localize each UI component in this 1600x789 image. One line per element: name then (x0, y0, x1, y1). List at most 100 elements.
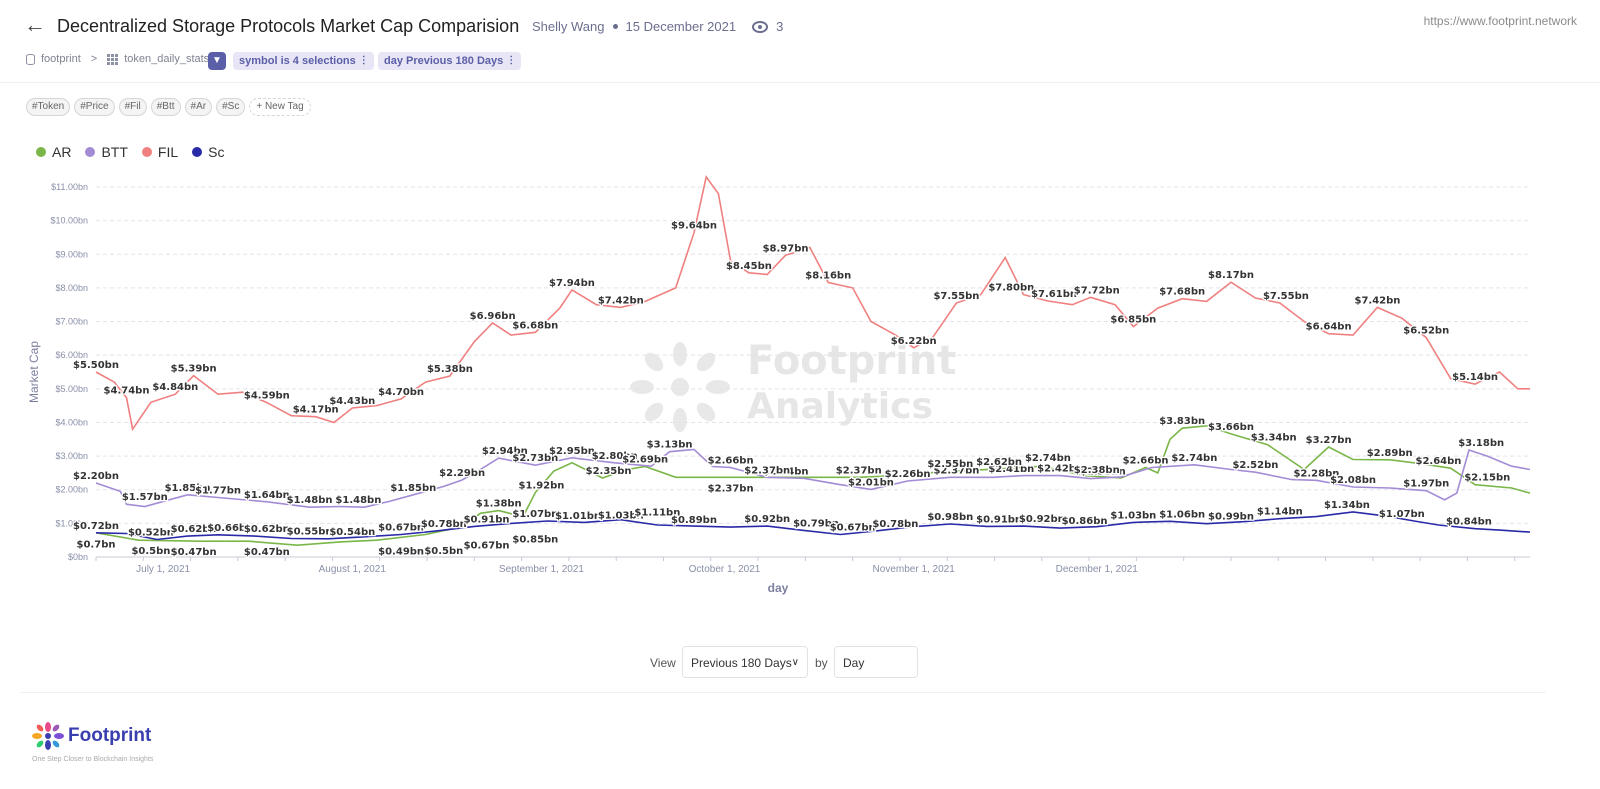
y-tick-label: $3.00bn (55, 451, 88, 461)
data-label-fil: $8.16bn (805, 271, 851, 282)
data-label-ar: $3.34bn (1251, 433, 1297, 444)
data-label-sc: $0.67bn (830, 522, 876, 533)
separator-dot-icon (612, 24, 618, 29)
data-label-fil: $7.94bn (549, 278, 595, 289)
data-label-ar: $2.55bn (927, 459, 973, 470)
data-label-sc: $0.72bn (73, 521, 119, 532)
series-line-ar[interactable] (95, 424, 1531, 547)
data-label-btt: $1.64bn (244, 490, 290, 501)
data-label-btt: $2.80bn (592, 451, 638, 462)
tag-list: #Token #Price #Fil #Btt #Ar #Sc + New Ta… (26, 98, 311, 116)
data-label-fil: $6.22bn (891, 336, 937, 347)
tag-sc[interactable]: #Sc (216, 98, 246, 116)
publish-date: 15 December 2021 (625, 19, 737, 34)
series-line-btt[interactable] (95, 448, 1531, 509)
breadcrumb-source[interactable]: footprint (41, 53, 81, 65)
legend-item-btt[interactable]: BTT (85, 144, 128, 160)
data-label-sc: $1.03bn (1110, 510, 1156, 521)
data-label-ar: $1.92bn (518, 480, 564, 491)
data-label-fil: $5.38bn (427, 364, 473, 375)
by-label: by (815, 656, 828, 670)
view-period-value: Previous 180 Days (691, 656, 792, 670)
table-grid-icon (107, 53, 119, 65)
legend-item-ar[interactable]: AR (36, 144, 71, 160)
new-tag-button[interactable]: + New Tag (249, 98, 311, 116)
x-tick-label: November 1, 2021 (873, 564, 956, 575)
data-label-sc: $1.07bn (1379, 509, 1425, 520)
data-label-btt: $2.66bn (708, 456, 754, 467)
data-label-fil: $4.70bn (378, 387, 424, 398)
x-tick-label: August 1, 2021 (319, 564, 387, 575)
breadcrumb-separator: > (90, 53, 98, 65)
data-label-sc: $0.5bn (424, 546, 463, 557)
view-period-select[interactable]: Previous 180 Days ∨ (682, 646, 808, 678)
data-label-fil: $7.61bn (1031, 289, 1077, 300)
data-label-fil: $9.64bn (671, 221, 717, 232)
data-label-sc: $0.99bn (1208, 512, 1254, 523)
data-label-fil: $5.14bn (1452, 372, 1498, 383)
series-line-fil[interactable] (95, 174, 1530, 432)
tag-token[interactable]: #Token (26, 98, 71, 116)
legend-item-fil[interactable]: FIL (141, 144, 178, 160)
author-name[interactable]: Shelly Wang (532, 19, 605, 34)
data-label-sc: $1.07bn (512, 509, 558, 520)
data-label-sc: $1.34bn (1324, 500, 1370, 511)
chart-axes: $0bn$1.00bn$2.00bn$3.00bn$4.00bn$5.00bn$… (27, 182, 1530, 595)
dashboard-meta: Shelly Wang 15 December 2021 3 (532, 19, 783, 34)
day-filter-pill[interactable]: day Previous 180 Days (378, 52, 522, 70)
tag-price[interactable]: #Price (74, 98, 115, 116)
data-label-btt: $2.33bn (1080, 467, 1126, 478)
data-label-btt: $1.48bn (335, 495, 381, 506)
data-label-fil: $6.52bn (1403, 326, 1449, 337)
data-label-sc: $0.7bn (77, 539, 116, 550)
data-label-sc: $0.89bn (671, 515, 717, 526)
data-label-btt: $2.37bn (933, 465, 979, 476)
granularity-value: Day (843, 656, 865, 670)
data-label-btt: $2.95bn (549, 446, 595, 457)
legend-swatch-btt (85, 147, 96, 157)
data-label-sc: $0.54bn (329, 527, 375, 538)
new-tag-label: New Tag (264, 101, 304, 112)
data-label-btt: $2.52bn (1232, 460, 1278, 471)
data-label-fil: $8.17bn (1208, 270, 1254, 281)
data-label-btt: $3.13bn (647, 440, 693, 451)
site-url[interactable]: https://www.footprint.network (1423, 14, 1577, 28)
page-title: Decentralized Storage Protocols Market C… (57, 16, 520, 36)
tag-btt[interactable]: #Btt (150, 98, 181, 116)
y-tick-label: $1.00bn (55, 518, 88, 528)
data-label-sc: $0.86bn (1062, 516, 1108, 527)
y-tick-label: $2.00bn (55, 485, 88, 495)
tag-fil[interactable]: #Fil (118, 98, 147, 116)
data-label-sc: $0.62bn (244, 524, 290, 535)
granularity-select[interactable]: Day (834, 646, 918, 678)
eye-icon (752, 20, 769, 33)
data-label-ar: $2.69bn (622, 455, 668, 466)
data-label-sc: $1.14bn (1257, 507, 1303, 518)
chevron-down-icon: ∨ (791, 657, 799, 668)
series-line-sc[interactable] (95, 511, 1531, 541)
breadcrumb-table[interactable]: token_daily_stats (124, 53, 210, 65)
data-label-sc: $1.01bn (555, 511, 601, 522)
data-label-ar: $3.27bn (1306, 435, 1352, 446)
y-tick-label: $11.00bn (51, 182, 88, 192)
x-tick-label: September 1, 2021 (499, 564, 584, 575)
data-label-sc: $1.03bn (598, 510, 644, 521)
back-arrow-icon[interactable]: ← (24, 12, 46, 37)
data-label-ar: $2.66bn (1123, 456, 1169, 467)
tag-ar[interactable]: #Ar (184, 98, 213, 116)
data-label-ar: $2.37bn (744, 465, 790, 476)
legend-item-sc[interactable]: Sc (192, 144, 224, 160)
data-label-ar: $2.38bn (1074, 465, 1120, 476)
data-label-fil: $4.84bn (152, 382, 198, 393)
data-label-btt: $1.85bn (165, 483, 211, 494)
filter-funnel-icon[interactable]: ▼ (208, 52, 226, 70)
data-label-btt: $2.29bn (439, 468, 485, 479)
data-label-fil: $4.17bn (293, 405, 339, 416)
data-label-sc: $0.78bn (421, 519, 467, 530)
footer-logo[interactable]: Footprint (32, 722, 151, 750)
symbol-filter-pill[interactable]: symbol is 4 selections (233, 52, 374, 70)
data-label-btt: $2.42bn (1037, 464, 1083, 475)
legend-label-ar: AR (52, 144, 72, 160)
data-label-fil: $7.80bn (988, 283, 1034, 294)
data-label-sc: $0.52bn (128, 528, 174, 539)
